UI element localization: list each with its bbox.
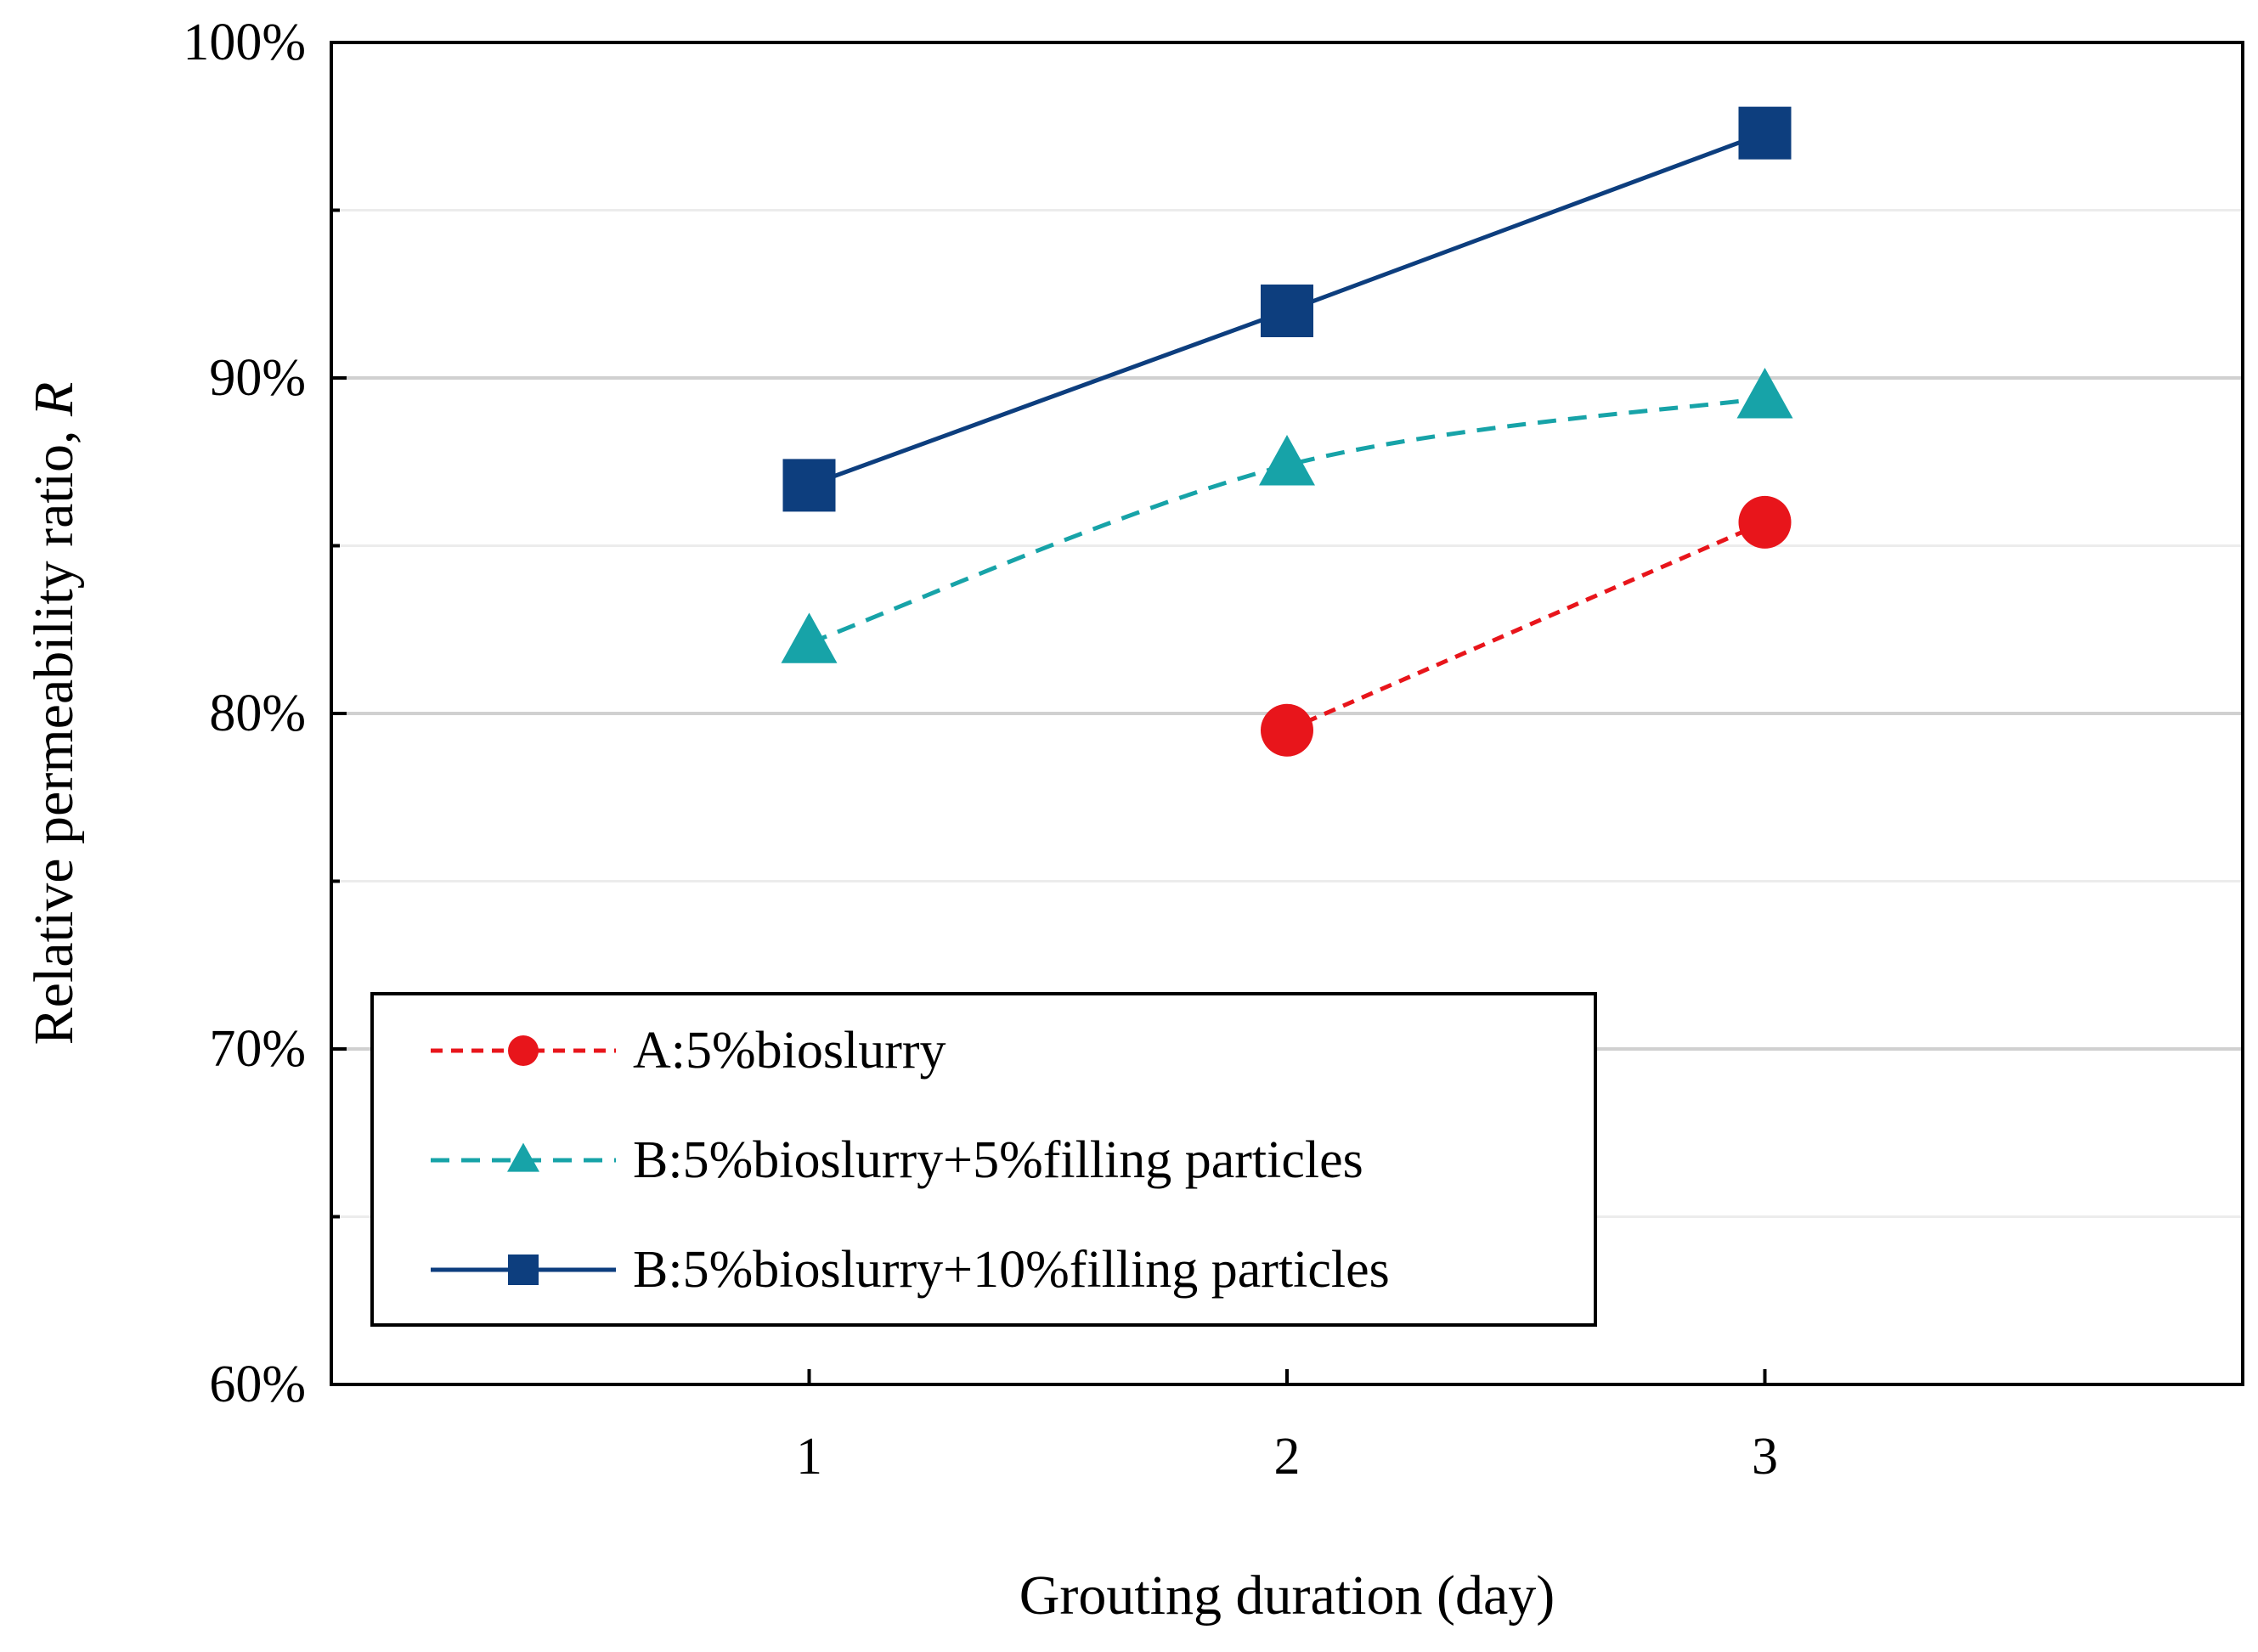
legend-items: A:5%bioslurry B:5%bioslurry+5%filling par… xyxy=(431,1022,1390,1299)
y-axis-title-symbol: R xyxy=(23,382,85,417)
legend-label: B:5%bioslurry+10%filling particles xyxy=(633,1241,1390,1299)
tick-labels: 60% 70% 80% 90% 100% 1 2 3 xyxy=(183,14,1778,1486)
series-line xyxy=(1286,520,1766,733)
series-3 xyxy=(782,106,1792,512)
legend: A:5%bioslurry B:5%bioslurry+5%filling par… xyxy=(370,992,1597,1327)
series-1 xyxy=(1261,495,1792,757)
legend-item-2: B:5%bioslurry+5%filling particles xyxy=(431,1131,1363,1189)
legend-marker-circle xyxy=(508,1035,539,1066)
data-point-square xyxy=(1261,285,1313,337)
data-point-square xyxy=(782,459,836,512)
y-tick-label: 80% xyxy=(209,685,306,742)
y-axis-title: Relative permeability ratio, R xyxy=(23,382,85,1046)
data-point-triangle xyxy=(1736,368,1793,419)
y-tick-label: 70% xyxy=(209,1020,306,1078)
data-point-triangle xyxy=(1259,435,1315,486)
legend-label: B:5%bioslurry+5%filling particles xyxy=(633,1131,1363,1189)
data-point-circle xyxy=(1261,703,1313,757)
series-line xyxy=(808,396,1765,646)
y-tick-label: 60% xyxy=(209,1356,306,1413)
y-tick-label: 100% xyxy=(183,14,306,71)
legend-marker-triangle xyxy=(507,1142,539,1172)
y-axis-title-text: Relative permeability ratio, xyxy=(23,416,85,1045)
x-tick-label: 1 xyxy=(796,1428,822,1486)
x-tick-label: 3 xyxy=(1752,1428,1778,1486)
y-tick-label: 90% xyxy=(209,349,306,407)
x-axis-title: Grouting duration (day) xyxy=(1019,1565,1555,1627)
legend-marker-square xyxy=(508,1255,539,1285)
legend-label: A:5%bioslurry xyxy=(633,1022,946,1080)
data-point-square xyxy=(1738,106,1792,160)
x-tick-label: 2 xyxy=(1274,1428,1301,1486)
data-point-triangle xyxy=(781,612,838,663)
data-point-circle xyxy=(1738,495,1792,549)
series-2 xyxy=(781,368,1793,663)
legend-item-3: B:5%bioslurry+10%filling particles xyxy=(431,1241,1390,1299)
legend-item-1: A:5%bioslurry xyxy=(431,1022,946,1080)
series-layer xyxy=(781,106,1793,757)
axis-ticks xyxy=(331,41,1767,1386)
